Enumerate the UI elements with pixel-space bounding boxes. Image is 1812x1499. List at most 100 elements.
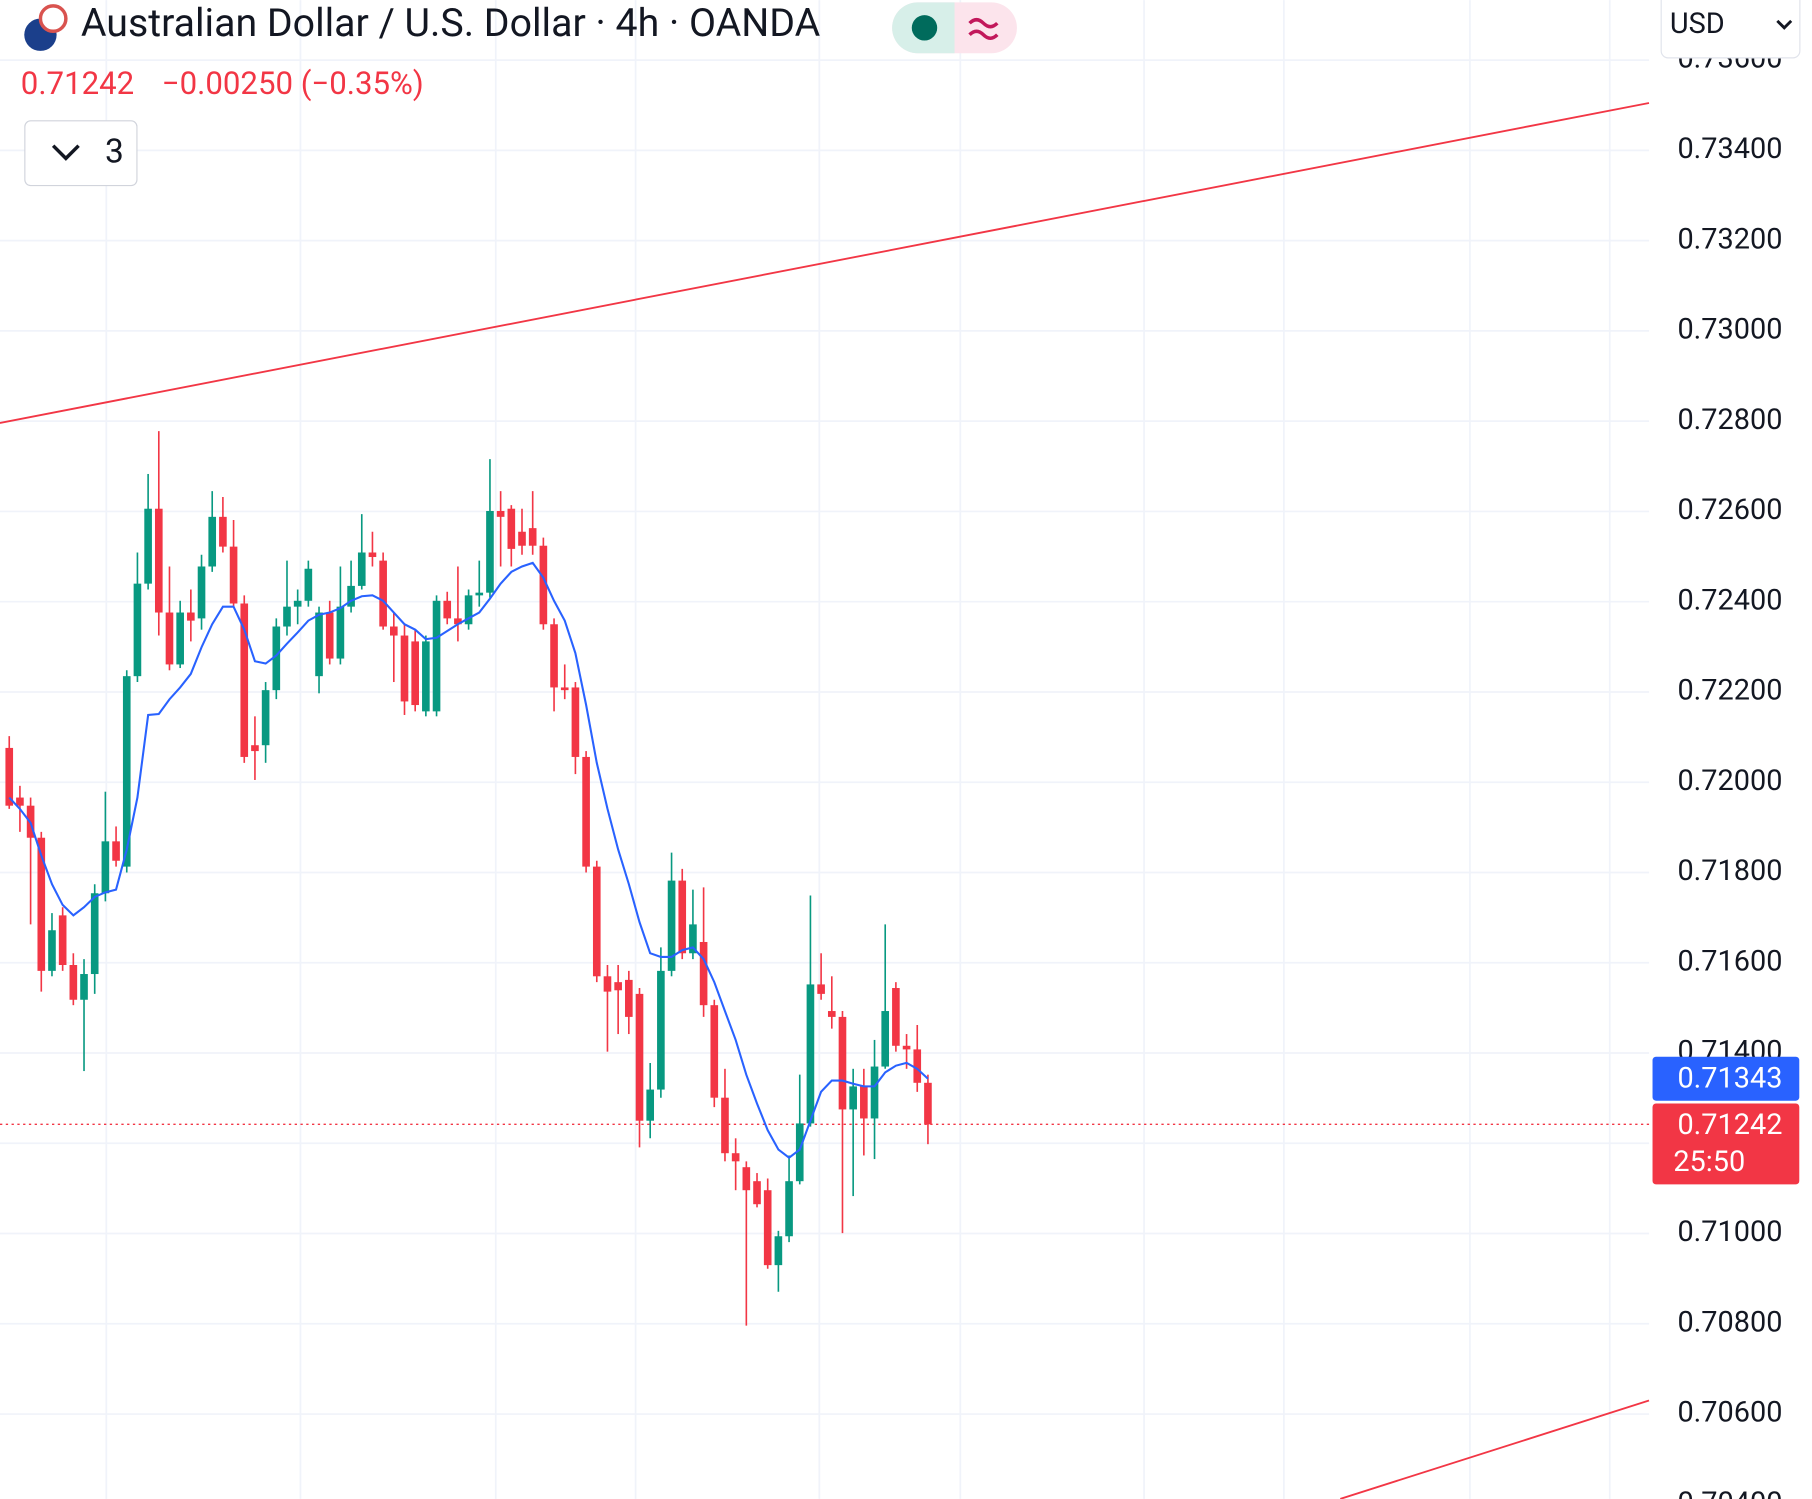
candle-body — [315, 612, 323, 677]
candle-body — [571, 687, 580, 757]
trendline — [0, 102, 1650, 424]
candle-body — [411, 641, 419, 706]
candle-body — [560, 687, 569, 691]
candle-body — [528, 528, 537, 546]
y-tick-label: 0.71600 — [1677, 944, 1782, 978]
y-tick-label: 0.70800 — [1677, 1305, 1782, 1339]
candle-body — [678, 880, 687, 954]
symbol-flag — [24, 4, 68, 51]
candle-body — [454, 618, 462, 625]
candle-body — [774, 1236, 783, 1266]
symbol-title[interactable]: Australian Dollar / U.S. Dollar · 4h · O… — [81, 0, 821, 46]
candle-body — [347, 585, 355, 607]
candle-body — [817, 984, 825, 994]
delay-icon — [968, 18, 999, 40]
indicators-count: 3 — [105, 133, 124, 172]
candle-body — [422, 641, 430, 712]
candle-body — [293, 600, 302, 607]
y-tick-label: 0.72400 — [1677, 583, 1782, 617]
candle-body — [646, 1089, 655, 1121]
candle-body — [5, 747, 14, 806]
candle-body — [80, 974, 88, 1000]
candle-body — [122, 676, 131, 867]
price-label-bg — [1652, 1103, 1800, 1185]
candle-body — [261, 690, 270, 746]
candle-body — [272, 626, 281, 691]
candle-body — [486, 510, 494, 593]
candle-body — [101, 841, 110, 894]
candle-body — [667, 880, 676, 971]
candle-body — [518, 531, 526, 546]
candle-body — [154, 508, 163, 613]
candle-body — [219, 516, 227, 547]
candle-body — [368, 552, 377, 558]
candle-body — [689, 924, 697, 954]
candle-body — [657, 970, 665, 1090]
candle-body — [432, 600, 441, 712]
candle-body — [881, 1011, 890, 1067]
candle-body — [496, 510, 505, 517]
candle-body — [699, 941, 708, 1006]
candle-body — [603, 976, 612, 992]
y-tick-label: 0.72000 — [1677, 764, 1782, 798]
candle-body — [48, 930, 56, 971]
indicators-toggle[interactable] — [24, 120, 138, 187]
candle-body — [475, 592, 484, 596]
candle-body — [90, 893, 99, 975]
candle-body — [806, 984, 815, 1124]
candle-body — [357, 552, 366, 586]
candle-body — [208, 516, 217, 567]
candle-body — [795, 1123, 804, 1182]
candle-body — [582, 756, 590, 867]
candle-body — [731, 1153, 740, 1162]
y-tick-label: 0.71800 — [1677, 854, 1782, 888]
candle-body — [849, 1086, 857, 1110]
y-tick-label: 0.72600 — [1677, 493, 1782, 527]
candle-body — [635, 993, 644, 1121]
candle-body — [187, 612, 195, 621]
candle-body — [112, 841, 120, 861]
candle-body — [753, 1181, 761, 1205]
candle-body — [539, 545, 548, 625]
candle-body — [400, 635, 409, 702]
trendline — [1340, 1399, 1650, 1499]
candle-body — [721, 1097, 729, 1154]
currency-select[interactable] — [1660, 0, 1801, 59]
candle-body — [390, 626, 398, 636]
last-price: 0.71242 — [21, 65, 134, 102]
candle-body — [785, 1181, 793, 1237]
candle-body — [827, 1011, 836, 1017]
candle-body — [614, 982, 622, 991]
candle-body — [892, 988, 900, 1046]
candle-body — [37, 837, 46, 971]
price-change: −0.00250 (−0.35%) — [162, 65, 424, 102]
candle-body — [443, 600, 452, 619]
candle-body — [860, 1086, 868, 1119]
y-tick-label: 0.73400 — [1677, 132, 1782, 166]
candle-body — [902, 1045, 911, 1050]
candle-body — [165, 612, 174, 665]
y-tick-label: 0.72200 — [1677, 674, 1782, 708]
time-grid — [105, 0, 1611, 1499]
ma-label-bg — [1652, 1056, 1800, 1101]
candle-body — [592, 866, 601, 977]
chevron — [51, 144, 80, 161]
candle-body — [924, 1082, 932, 1125]
candle-body — [838, 1016, 847, 1110]
candle-body — [379, 560, 387, 627]
candle-body — [144, 508, 152, 584]
moving-average — [8, 561, 929, 1159]
candle-body — [325, 612, 334, 659]
candle-body — [283, 606, 291, 627]
y-tick-label: 0.71000 — [1677, 1215, 1782, 1249]
price-label: 0.71242 — [1677, 1108, 1782, 1142]
candle-body — [763, 1190, 772, 1266]
y-tick-label: 0.72800 — [1677, 403, 1782, 437]
candle-body — [507, 508, 516, 549]
market-dot — [911, 15, 938, 41]
candle-body — [870, 1066, 879, 1119]
candle-body — [336, 606, 345, 659]
candle-body — [550, 624, 558, 688]
